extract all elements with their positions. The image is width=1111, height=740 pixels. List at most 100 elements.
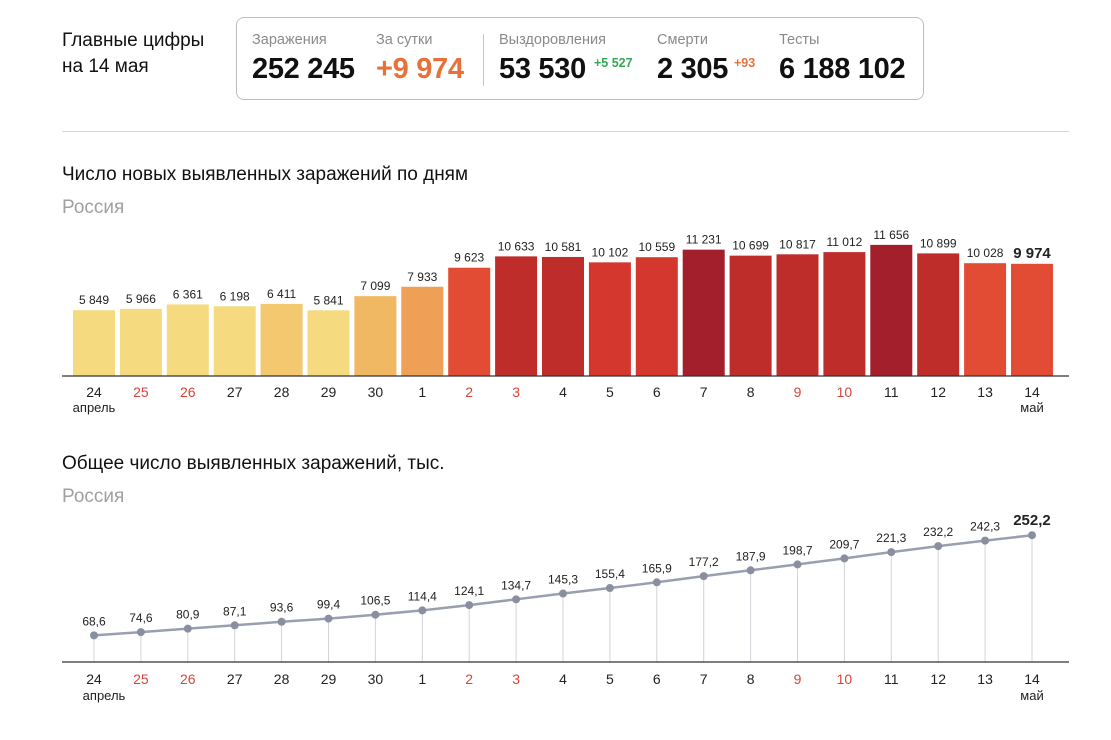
x-tick-label: 27 — [227, 671, 243, 687]
bar-14[interactable] — [1011, 263, 1053, 376]
point-value-label: 80,9 — [176, 608, 200, 622]
point-1[interactable] — [418, 606, 427, 615]
x-tick-label: 28 — [274, 384, 290, 400]
bar-7[interactable] — [682, 249, 725, 376]
bar-10[interactable] — [823, 252, 866, 376]
stat-infections-value: 252 245 — [252, 53, 355, 85]
point-26[interactable] — [183, 624, 192, 633]
bar-6[interactable] — [635, 257, 678, 376]
x-tick-label: 25 — [133, 671, 149, 687]
point-value-label: 93,6 — [270, 601, 294, 615]
point-value-label: 209,7 — [829, 537, 859, 551]
point-7[interactable] — [699, 572, 708, 581]
bar-value-label: 5 849 — [79, 293, 109, 307]
bar-value-label: 10 633 — [498, 239, 535, 253]
point-11[interactable] — [887, 548, 896, 557]
bar-value-label: 10 559 — [638, 240, 675, 254]
point-value-label: 177,2 — [689, 555, 719, 569]
point-25[interactable] — [136, 628, 145, 637]
point-30[interactable] — [371, 610, 380, 619]
stat-tests-label: Тесты — [779, 32, 820, 48]
x-tick-label: 1 — [418, 671, 426, 687]
bar-value-label: 9 623 — [454, 251, 484, 265]
bar-4[interactable] — [542, 256, 584, 376]
x-tick-label: 29 — [321, 671, 337, 687]
bar-3[interactable] — [495, 256, 538, 376]
point-13[interactable] — [981, 536, 990, 545]
point-value-label: 145,3 — [548, 573, 578, 587]
x-tick-label: 4 — [559, 671, 567, 687]
point-28[interactable] — [277, 617, 286, 626]
point-value-label: 99,4 — [317, 598, 341, 612]
point-10[interactable] — [840, 554, 849, 563]
bar-chart-title: Число новых выявленных заражений по дням — [62, 164, 469, 185]
point-value-label: 134,7 — [501, 578, 531, 592]
stat-recoveries-value: 53 530 — [499, 53, 586, 85]
bar-value-label: 10 581 — [545, 240, 582, 254]
point-9[interactable] — [793, 560, 802, 569]
bar-value-label: 11 012 — [826, 235, 862, 249]
point-value-label: 232,2 — [923, 525, 953, 539]
month-label-april: апрель — [83, 688, 126, 703]
section-divider — [62, 131, 1069, 132]
x-tick-label: 6 — [653, 671, 661, 687]
stat-recoveries-delta: +5 527 — [594, 56, 633, 70]
bar-value-label: 5 966 — [126, 292, 156, 306]
point-27[interactable] — [230, 621, 239, 630]
bar-12[interactable] — [917, 253, 960, 376]
bar-value-label: 6 361 — [173, 287, 203, 301]
x-tick-label: 2 — [465, 671, 473, 687]
bar-value-label: 9 974 — [1013, 245, 1051, 262]
point-12[interactable] — [934, 542, 943, 551]
point-14[interactable] — [1028, 531, 1036, 540]
point-6[interactable] — [652, 578, 661, 587]
x-tick-label: 5 — [606, 384, 614, 400]
bar-29[interactable] — [307, 310, 350, 376]
bar-13[interactable] — [964, 263, 1007, 376]
point-value-label: 124,1 — [454, 584, 484, 598]
bar-value-label: 10 699 — [732, 239, 769, 253]
bar-2[interactable] — [448, 267, 491, 376]
point-24[interactable] — [90, 631, 98, 640]
bar-11[interactable] — [870, 244, 913, 376]
bar-26[interactable] — [166, 304, 209, 376]
month-label-april: апрель — [73, 400, 116, 415]
stat-deaths-delta: +93 — [734, 56, 756, 70]
point-3[interactable] — [512, 595, 521, 604]
bar-28[interactable] — [260, 303, 303, 376]
point-5[interactable] — [605, 584, 614, 593]
bar-8[interactable] — [729, 255, 772, 376]
bar-27[interactable] — [213, 306, 256, 376]
x-tick-label: 12 — [930, 671, 946, 687]
bar-value-label: 10 028 — [967, 246, 1004, 260]
bar-value-label: 10 899 — [920, 236, 957, 250]
x-tick-label: 9 — [794, 384, 802, 400]
line-chart-subtitle: Россия — [62, 486, 125, 507]
x-tick-label: 2 — [465, 384, 473, 400]
bar-5[interactable] — [588, 262, 631, 376]
headline-line-2: на 14 мая — [62, 56, 149, 77]
bar-value-label: 6 411 — [267, 287, 296, 301]
bar-9[interactable] — [776, 254, 819, 376]
stat-recoveries-label: Выздоровления — [499, 32, 606, 48]
point-2[interactable] — [465, 601, 474, 610]
x-tick-label: 13 — [977, 671, 993, 687]
point-29[interactable] — [324, 614, 333, 623]
month-label-may: май — [1020, 688, 1043, 703]
bar-value-label: 10 102 — [592, 245, 629, 259]
bar-24[interactable] — [73, 310, 115, 376]
point-8[interactable] — [746, 566, 755, 575]
x-tick-label: 29 — [321, 384, 337, 400]
month-label-may: май — [1020, 400, 1043, 415]
bar-value-label: 7 099 — [360, 279, 390, 293]
x-tick-label: 12 — [930, 384, 946, 400]
stat-daily-value: +9 974 — [376, 53, 464, 85]
bar-value-label: 11 656 — [873, 228, 909, 242]
bar-value-label: 7 933 — [407, 270, 437, 284]
bar-value-label: 10 817 — [779, 237, 816, 251]
bar-30[interactable] — [354, 296, 397, 376]
x-tick-label: 6 — [653, 384, 661, 400]
point-4[interactable] — [559, 589, 567, 598]
bar-25[interactable] — [119, 308, 162, 376]
bar-1[interactable] — [401, 286, 444, 376]
